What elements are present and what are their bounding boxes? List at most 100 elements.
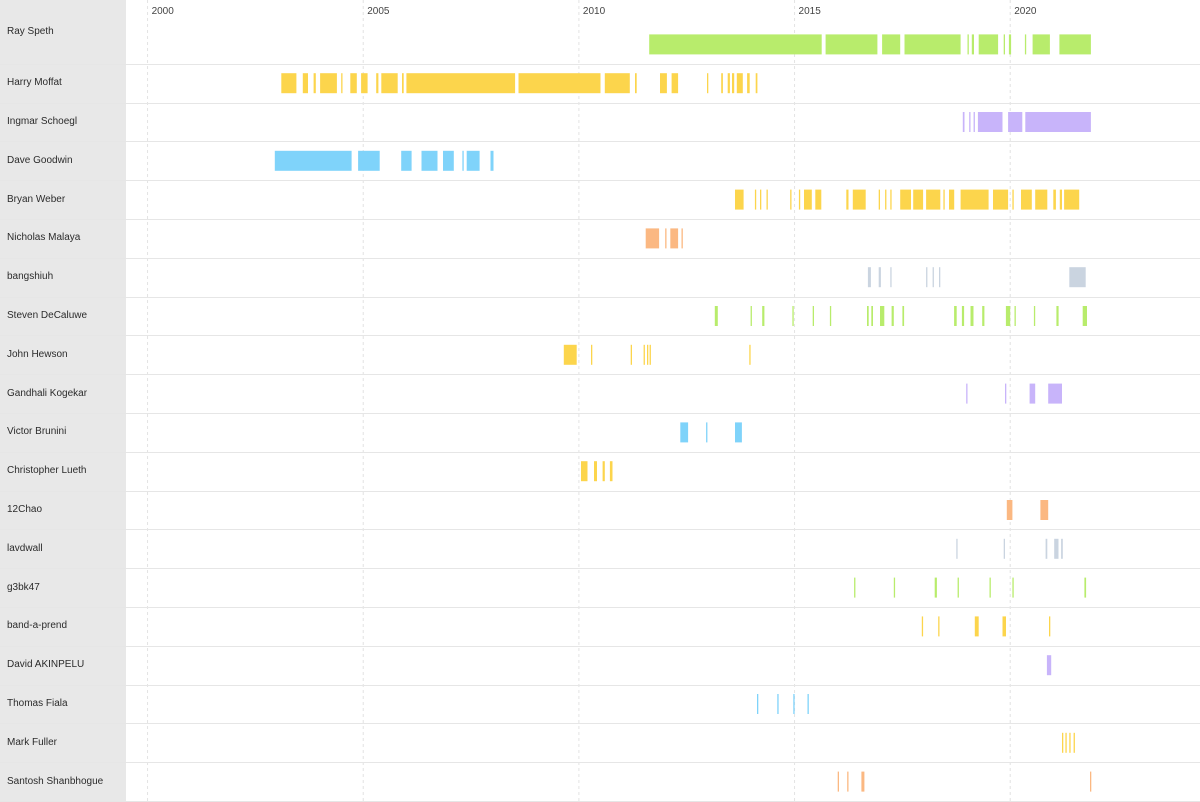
activity-bar [867,267,871,288]
activity-bar [962,112,965,132]
activity-bar [932,267,934,288]
activity-bar [766,189,768,210]
activity-bar [591,344,593,365]
activity-bar [747,73,750,94]
activity-bar [871,306,873,326]
activity-bar [954,306,957,326]
activity-bar [982,306,985,326]
activity-bar [846,189,849,210]
activity-bar [671,73,679,94]
activity-bar [406,73,516,94]
activity-bar [829,306,832,326]
row-separator [0,180,1200,181]
contributor-label: Harry Moffat [7,77,62,88]
activity-bar [790,189,792,210]
activity-bar [1069,267,1086,288]
activity-bar [956,538,958,559]
activity-bar [1040,500,1049,520]
activity-bar [714,306,718,326]
activity-bar [680,422,689,443]
activity-bar [381,73,398,94]
activity-bar [1024,34,1027,55]
activity-bar [792,306,794,326]
activity-bar [665,228,667,249]
row-separator [0,452,1200,453]
activity-bar [890,267,892,288]
activity-bar [1084,577,1087,598]
row-separator [0,646,1200,647]
activity-bar [978,34,999,55]
activity-bar [490,150,494,171]
row-separator [0,529,1200,530]
activity-bar [1056,306,1059,326]
activity-bar [1048,383,1062,404]
contributor-label: Victor Brunini [7,426,67,437]
contributor-label: David AKINPELU [7,659,85,670]
contributor-label: Thomas Fiala [7,698,68,709]
activity-bar [594,461,597,482]
row-separator [0,297,1200,298]
activity-bar [880,306,885,326]
activity-bar [341,73,343,94]
activity-bar [961,306,965,326]
activity-bar [1062,732,1064,753]
activity-bar [402,73,404,94]
tick-label-2015: 2015 [798,6,821,17]
activity-bar [1012,189,1014,210]
activity-bar [1053,189,1056,210]
activity-bar [749,344,751,365]
activity-bar [878,267,881,288]
contributor-label: band-a-prend [7,620,68,631]
row-separator [0,258,1200,259]
tick-label-2010: 2010 [582,6,606,17]
activity-bar [993,189,1009,210]
contributor-label: Mark Fuller [7,737,58,748]
activity-bar [1012,577,1014,598]
activity-bar [939,267,941,288]
row-separator [0,491,1200,492]
contributor-label: g3bk47 [7,582,40,593]
activity-bar [563,344,577,365]
activity-bar [1059,189,1062,210]
activity-bar [1003,538,1005,559]
contributor-label: Nicholas Malaya [7,232,81,243]
activity-bar [1073,732,1075,753]
row-separator [0,64,1200,65]
activity-bar [867,306,869,326]
row-separator [0,141,1200,142]
activity-bar [736,73,743,94]
activity-bar [1065,732,1067,753]
activity-bar [721,73,723,94]
activity-bar [1082,306,1087,326]
activity-bar [885,189,887,210]
activity-bar [1069,732,1071,753]
row-separator [0,685,1200,686]
row-separator [0,219,1200,220]
activity-bar [421,150,438,171]
activity-bar [970,306,974,326]
activity-bar [1045,538,1048,559]
activity-bar [878,189,880,210]
activity-bar [852,189,866,210]
activity-bar [938,616,940,637]
activity-bar [1029,383,1036,404]
row-separator [0,568,1200,569]
contributor-label: Dave Goodwin [7,155,73,166]
activity-bar [798,189,801,210]
row-separator [0,374,1200,375]
activity-bar [732,73,735,94]
activity-bar [274,150,352,171]
activity-bar [837,771,839,792]
activity-bar [989,577,991,598]
activity-bar [602,461,605,482]
activity-bar [957,577,959,598]
contributor-label: bangshiuh [7,271,54,282]
activity-bar [1064,189,1080,210]
tick-label-2005: 2005 [367,6,390,17]
activity-bar [750,306,752,326]
activity-bar [660,73,667,94]
activity-bar [1006,500,1013,520]
activity-bar [900,189,911,210]
activity-bar [926,189,941,210]
